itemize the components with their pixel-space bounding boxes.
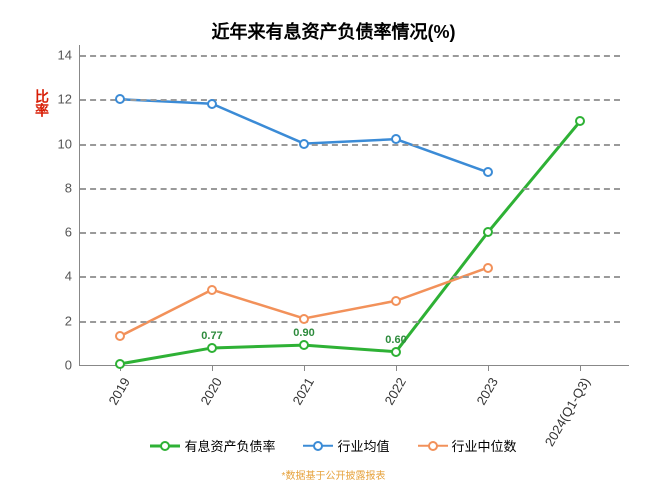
series-marker-s2 [207, 99, 217, 109]
x-tick-mark [212, 365, 213, 371]
x-tick-mark [304, 365, 305, 371]
series-svg [80, 55, 620, 365]
series-marker-s2 [299, 139, 309, 149]
series-marker-s3 [115, 331, 125, 341]
grid-line [80, 144, 620, 146]
series-line-s2 [120, 99, 488, 172]
y-tick-label: 14 [42, 48, 72, 63]
y-tick-label: 6 [42, 225, 72, 240]
plot-area: 02468101214201920202021202220232024(Q1-Q… [80, 55, 620, 365]
value-label: 0.77 [201, 330, 222, 342]
y-tick-label: 8 [42, 180, 72, 195]
y-tick-label: 2 [42, 313, 72, 328]
legend-label: 行业均值 [337, 436, 389, 455]
value-label: 0.60 [385, 334, 406, 346]
series-line-s1 [120, 121, 580, 363]
y-axis-label: 比率 [32, 89, 52, 117]
series-marker-s1 [299, 340, 309, 350]
series-marker-s1 [575, 116, 585, 126]
x-tick-label: 2022 [382, 375, 409, 408]
legend-item-s3[interactable]: 行业中位数 [418, 436, 517, 455]
series-marker-s2 [483, 167, 493, 177]
y-tick-label: 4 [42, 269, 72, 284]
grid-line [80, 99, 620, 101]
series-marker-s3 [391, 296, 401, 306]
footer-note: *数据基于公开披露报表 [0, 467, 667, 482]
grid-line [80, 188, 620, 190]
x-tick-label: 2020 [198, 375, 225, 408]
series-marker-s3 [299, 314, 309, 324]
series-marker-s1 [391, 347, 401, 357]
x-tick-mark [580, 365, 581, 371]
legend-item-s1[interactable]: 有息资产负债率 [150, 436, 275, 455]
series-marker-s2 [391, 134, 401, 144]
series-marker-s1 [115, 359, 125, 369]
grid-line [80, 321, 620, 323]
series-marker-s1 [483, 227, 493, 237]
legend-label: 行业中位数 [452, 436, 517, 455]
legend-swatch [418, 439, 448, 453]
legend-label: 有息资产负债率 [184, 436, 275, 455]
x-tick-label: 2023 [474, 375, 501, 408]
legend-swatch [303, 439, 333, 453]
y-tick-label: 10 [42, 136, 72, 151]
series-marker-s2 [115, 94, 125, 104]
grid-line [80, 55, 620, 57]
x-axis-line [79, 365, 629, 366]
x-tick-mark [396, 365, 397, 371]
chart-title: 近年来有息资产负债率情况(%) [0, 0, 667, 44]
legend-swatch [150, 439, 180, 453]
chart-container: 近年来有息资产负债率情况(%) 024681012142019202020212… [0, 0, 667, 500]
legend: 有息资产负债率 行业均值 行业中位数 [0, 436, 667, 455]
grid-line [80, 276, 620, 278]
value-label: 0.90 [293, 327, 314, 339]
x-tick-mark [488, 365, 489, 371]
x-tick-label: 2019 [106, 375, 133, 408]
grid-line [80, 232, 620, 234]
x-tick-label: 2021 [290, 375, 317, 408]
series-marker-s1 [207, 343, 217, 353]
legend-item-s2[interactable]: 行业均值 [303, 436, 389, 455]
series-marker-s3 [483, 263, 493, 273]
y-tick-label: 0 [42, 358, 72, 373]
series-marker-s3 [207, 285, 217, 295]
